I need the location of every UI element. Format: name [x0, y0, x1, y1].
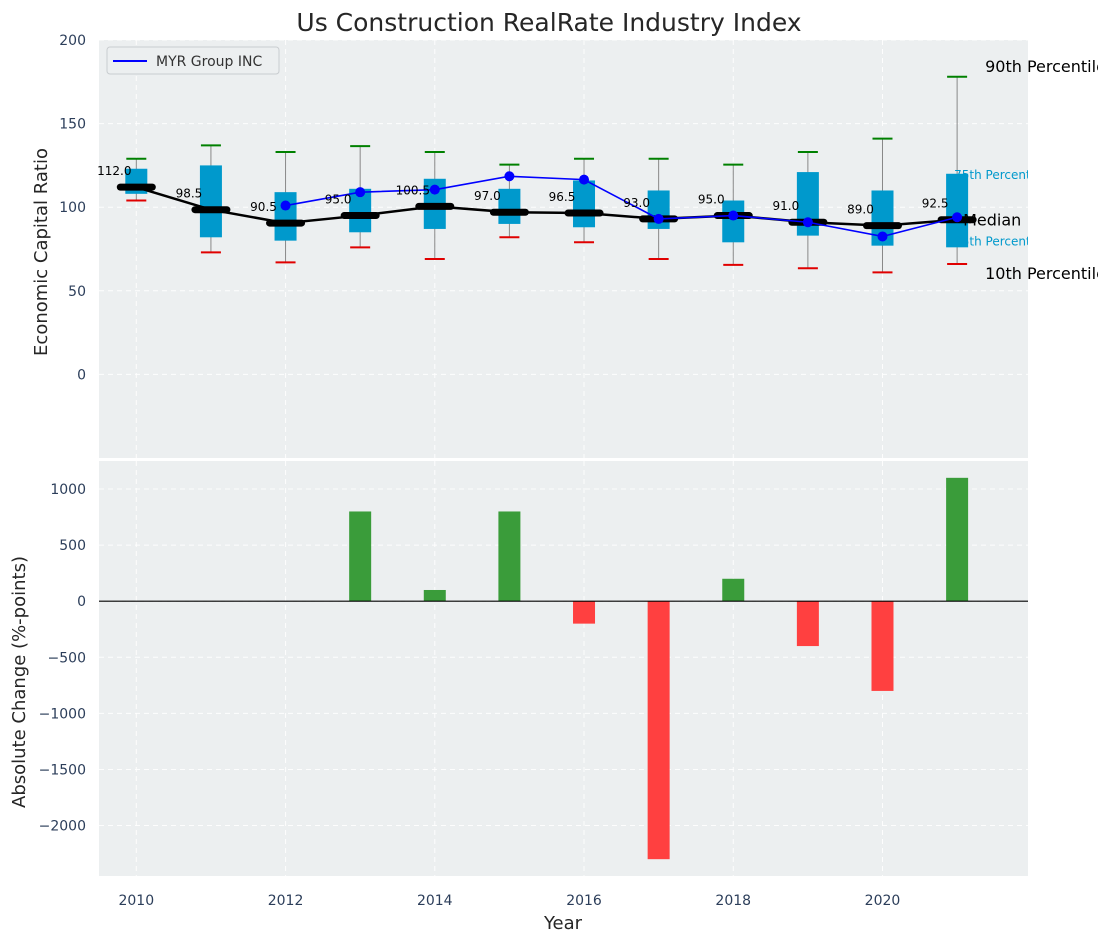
- change-bar: [871, 601, 894, 691]
- iqr-box: [274, 192, 297, 241]
- change-bar: [349, 511, 372, 602]
- company-point: [728, 210, 739, 221]
- bottom-y-tick-label: 0: [77, 594, 86, 610]
- iqr-box: [722, 200, 745, 243]
- bottom-y-tick-label: −2000: [39, 819, 86, 835]
- median-value-label: 98.5: [176, 187, 203, 201]
- median-value-label: 95.0: [698, 193, 725, 207]
- company-point: [504, 171, 515, 182]
- median-value-label: 95.0: [325, 193, 352, 207]
- median-value-label: 89.0: [847, 203, 874, 217]
- x-tick-label: 2016: [566, 893, 602, 909]
- bottom-y-tick-label: −500: [48, 650, 86, 666]
- top-y-tick-label: 200: [59, 33, 86, 49]
- median-value-label: 96.5: [549, 190, 576, 204]
- legend-label: MYR Group INC: [156, 54, 262, 70]
- top-plot-background: [99, 40, 1028, 458]
- top-y-tick-labels: 0 50 100 150 200: [59, 33, 86, 383]
- change-bar: [722, 578, 745, 602]
- median-value-label: 97.0: [474, 189, 501, 203]
- iqr-box: [349, 188, 372, 233]
- company-point: [952, 212, 963, 223]
- x-tick-labels: 2010 2012 2014 2016 2018 2020: [118, 893, 900, 909]
- iqr-box: [946, 173, 969, 248]
- x-tick-label: 2018: [715, 893, 751, 909]
- change-bar: [946, 477, 969, 602]
- change-bar: [796, 601, 819, 647]
- top-y-tick-label: 150: [59, 117, 86, 133]
- bottom-y-axis-label: Absolute Change (%-points): [9, 556, 30, 808]
- iqr-box: [498, 188, 521, 224]
- company-line: [285, 175, 958, 238]
- top-y-tick-label: 100: [59, 200, 86, 216]
- median-trend: [135, 185, 958, 227]
- x-axis-label: Year: [543, 913, 583, 934]
- median-value-label: 91.0: [773, 199, 800, 213]
- x-tick-label: 2012: [268, 893, 304, 909]
- median-value-label: 92.5: [922, 197, 949, 211]
- change-bar: [423, 589, 446, 602]
- bottom-y-tick-label: −1500: [39, 762, 86, 778]
- top-y-tick-label: 50: [68, 284, 86, 300]
- company-point: [653, 213, 664, 224]
- percentile-annotations: 90th Percentile 10th Percentile Median 75th…: [954, 57, 1098, 283]
- x-tick-label: 2014: [417, 893, 453, 909]
- median-value-label: 90.5: [250, 200, 277, 214]
- median-value-label: 112.0: [97, 164, 131, 178]
- change-bar: [647, 601, 670, 860]
- median-annotation: Median: [963, 211, 1021, 230]
- change-bars: [349, 477, 969, 860]
- legend: MYR Group INC: [106, 46, 280, 75]
- median-value-label: 93.0: [623, 196, 650, 210]
- top-y-tick-label: 0: [77, 367, 86, 383]
- iqr-box: [199, 165, 222, 238]
- change-bar: [573, 601, 596, 624]
- median-trend-line: [135, 185, 958, 227]
- x-tick-label: 2010: [118, 893, 154, 909]
- x-tick-label: 2020: [865, 893, 901, 909]
- bottom-y-tick-label: −1000: [39, 706, 86, 722]
- top-y-axis-label: Economic Capital Ratio: [31, 148, 52, 356]
- bottom-y-tick-label: 500: [59, 538, 86, 554]
- company-point: [802, 217, 813, 228]
- company-point: [429, 184, 440, 195]
- company-point: [355, 187, 366, 198]
- company-point: [579, 174, 590, 185]
- company-point: [877, 231, 888, 242]
- p10-annotation: 10th Percentile: [985, 264, 1098, 283]
- change-bar: [498, 511, 521, 602]
- p25-annotation: 25th Percentile: [954, 234, 1045, 248]
- iqr-box: [871, 190, 894, 246]
- bottom-y-tick-label: 1000: [50, 482, 86, 498]
- company-series: [280, 171, 963, 242]
- p75-annotation: 75th Percentile: [954, 168, 1045, 182]
- company-point: [280, 200, 291, 211]
- median-value-labels: 112.0 98.5 90.5 95.0 100.5 97.0 96.5 93.0 95.0 91…: [97, 164, 948, 216]
- p90-annotation: 90th Percentile: [985, 57, 1098, 76]
- bottom-y-tick-labels: −2000 −1500 −1000 −500 0 500 1000: [39, 482, 86, 834]
- iqr-box: [573, 180, 596, 228]
- chart-title: Us Construction RealRate Industry Index: [296, 8, 801, 37]
- median-value-label: 100.5: [396, 183, 430, 197]
